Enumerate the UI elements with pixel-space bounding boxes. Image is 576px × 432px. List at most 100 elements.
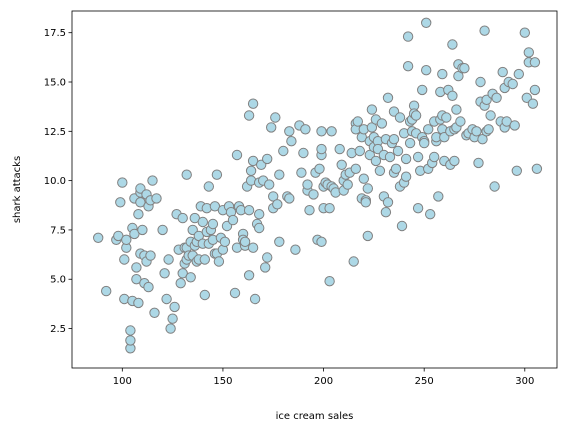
data-point bbox=[366, 104, 378, 115]
data-point bbox=[262, 252, 273, 263]
data-point bbox=[360, 197, 371, 208]
data-point bbox=[382, 197, 394, 208]
data-point bbox=[199, 254, 211, 265]
data-point bbox=[247, 98, 259, 109]
data-point bbox=[380, 207, 392, 218]
data-point bbox=[529, 84, 541, 96]
data-point bbox=[125, 325, 136, 336]
data-point bbox=[527, 98, 539, 109]
data-point bbox=[298, 147, 309, 159]
y-axis-ticks: 2.5 5.0 7.5 10.0 12.5 15.0 17.5 bbox=[44, 28, 72, 335]
data-point bbox=[400, 171, 412, 182]
data-point bbox=[187, 224, 198, 236]
data-point bbox=[284, 193, 295, 204]
data-point bbox=[264, 179, 275, 190]
data-point bbox=[243, 205, 255, 216]
y-tick-label: 2.5 bbox=[50, 324, 66, 335]
data-point bbox=[117, 177, 128, 188]
y-axis-title: shark attacks bbox=[12, 156, 23, 223]
data-point bbox=[314, 163, 325, 175]
data-point bbox=[316, 236, 327, 248]
data-point bbox=[519, 27, 530, 38]
data-point bbox=[354, 145, 365, 157]
data-point bbox=[529, 57, 541, 68]
points-layer bbox=[93, 17, 543, 354]
data-point bbox=[394, 112, 406, 123]
data-point bbox=[147, 175, 158, 186]
data-point bbox=[239, 236, 251, 248]
data-point bbox=[211, 169, 223, 180]
data-point bbox=[513, 68, 524, 80]
data-point bbox=[266, 122, 277, 133]
data-point bbox=[421, 65, 432, 76]
data-point bbox=[165, 323, 176, 334]
data-point bbox=[336, 159, 347, 171]
plot-frame bbox=[71, 10, 558, 369]
data-point bbox=[177, 212, 188, 224]
data-point bbox=[145, 250, 156, 261]
data-point bbox=[245, 165, 257, 177]
data-point bbox=[304, 205, 315, 216]
data-point bbox=[473, 157, 484, 169]
data-point bbox=[203, 181, 215, 192]
data-point bbox=[423, 124, 434, 135]
data-point bbox=[334, 143, 345, 155]
data-point bbox=[402, 60, 414, 72]
data-point bbox=[121, 234, 132, 246]
data-point bbox=[531, 163, 543, 175]
data-point bbox=[384, 151, 396, 163]
data-point bbox=[302, 179, 313, 190]
data-point bbox=[417, 84, 428, 96]
data-point bbox=[433, 191, 444, 202]
data-point bbox=[175, 278, 186, 289]
data-point bbox=[429, 151, 440, 163]
data-point bbox=[396, 220, 408, 232]
data-point bbox=[459, 62, 470, 74]
data-point bbox=[475, 76, 486, 88]
data-point bbox=[133, 297, 144, 309]
data-point bbox=[374, 165, 386, 177]
data-point bbox=[497, 66, 508, 78]
data-point bbox=[247, 242, 259, 253]
data-point bbox=[425, 209, 436, 220]
data-point bbox=[254, 222, 265, 234]
data-point bbox=[471, 126, 482, 137]
y-tick-label: 12.5 bbox=[44, 127, 66, 138]
data-point bbox=[135, 197, 146, 208]
data-point bbox=[159, 268, 170, 279]
data-point bbox=[249, 293, 261, 305]
x-axis-ticks: 100 150 200 250 300 bbox=[113, 368, 534, 387]
data-point bbox=[151, 193, 162, 204]
data-point bbox=[219, 236, 231, 248]
y-tick-label: 7.5 bbox=[50, 225, 66, 236]
data-point bbox=[358, 173, 369, 184]
data-point bbox=[296, 167, 307, 178]
data-point bbox=[286, 136, 297, 147]
data-point bbox=[382, 92, 394, 104]
data-point bbox=[348, 256, 359, 267]
data-point bbox=[477, 134, 488, 145]
data-point bbox=[489, 181, 500, 192]
data-point bbox=[352, 116, 363, 127]
data-point bbox=[447, 39, 458, 50]
data-point bbox=[370, 155, 382, 167]
data-point bbox=[402, 31, 414, 42]
data-point bbox=[324, 276, 335, 287]
data-point bbox=[412, 203, 424, 214]
data-point bbox=[274, 169, 285, 180]
data-point bbox=[199, 289, 211, 301]
data-point bbox=[268, 191, 279, 202]
data-point bbox=[270, 112, 281, 123]
data-point bbox=[404, 137, 416, 149]
data-point bbox=[169, 301, 180, 313]
data-point bbox=[227, 214, 239, 226]
data-point bbox=[441, 112, 452, 123]
data-point bbox=[161, 293, 172, 305]
data-point bbox=[390, 163, 402, 175]
data-point bbox=[308, 189, 319, 200]
data-point bbox=[511, 165, 522, 177]
data-point bbox=[316, 143, 327, 155]
data-point bbox=[149, 307, 160, 318]
data-point bbox=[119, 254, 130, 265]
data-point bbox=[491, 92, 502, 104]
